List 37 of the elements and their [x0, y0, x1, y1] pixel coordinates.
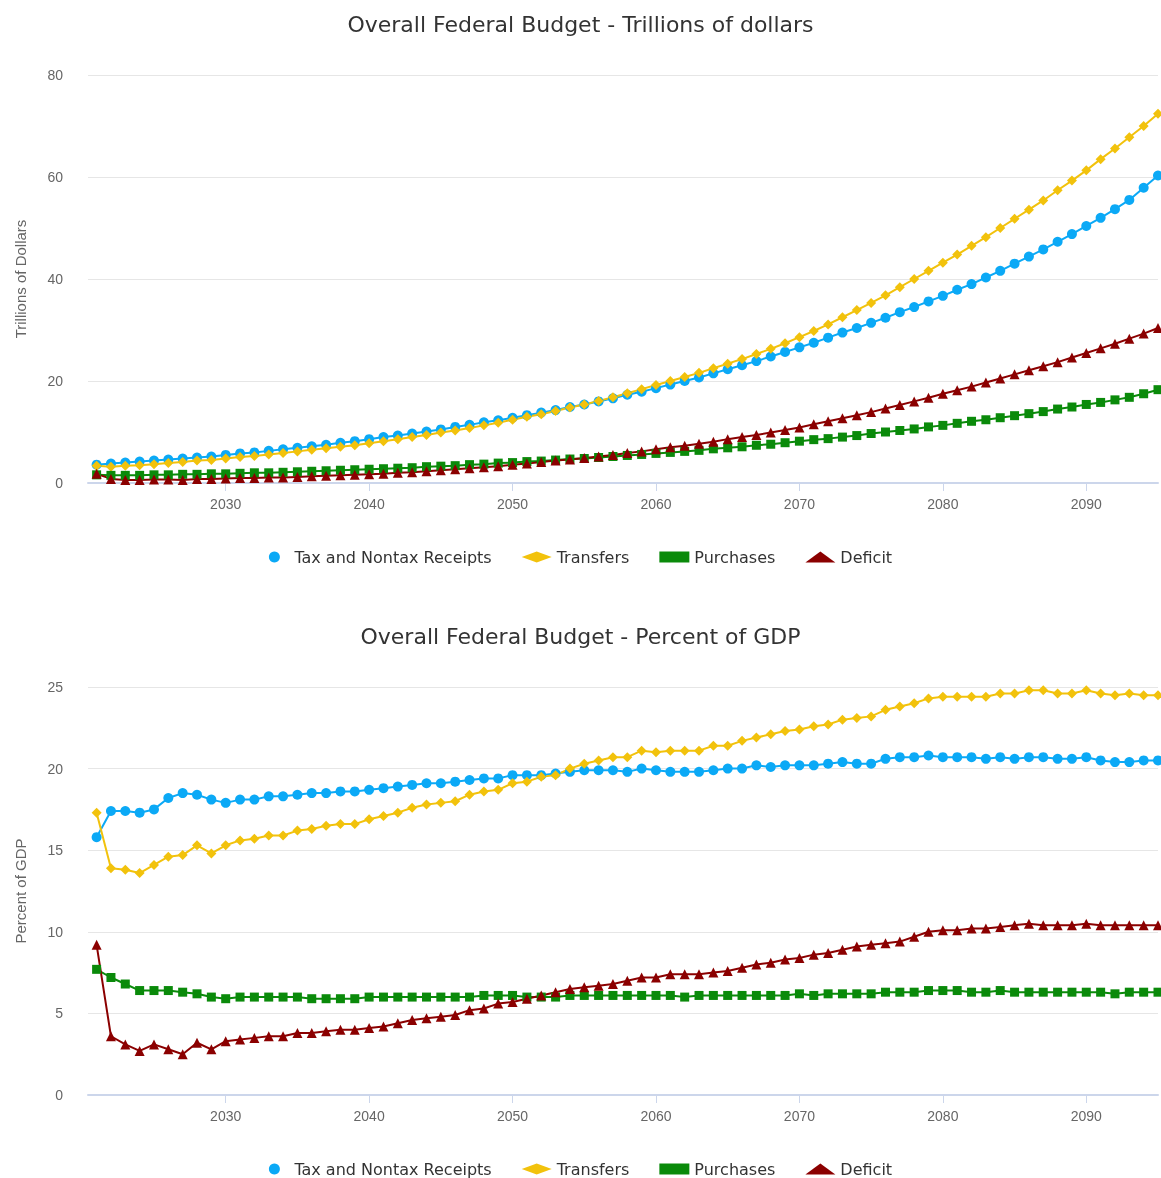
legend-label: Deficit [840, 547, 893, 567]
legend-label: Transfers [555, 547, 630, 567]
x-tick-label: 2070 [783, 496, 816, 512]
x-tick-label: 2090 [1070, 1108, 1103, 1124]
legend-label: Tax and Nontax Receipts [293, 547, 492, 567]
x-tick-label: 2030 [210, 1108, 242, 1124]
y-tick-label: 80 [47, 67, 64, 83]
x-tick-label: 2090 [1070, 496, 1103, 512]
legend-label: Purchases [694, 547, 776, 567]
x-tick-label: 2050 [496, 1108, 529, 1124]
x-tick-label: 2080 [927, 496, 959, 512]
legend-label: Transfers [555, 1159, 630, 1178]
chart-title: Overall Federal Budget - Trillions of dollars [347, 11, 814, 37]
x-tick-label: 2080 [927, 1108, 959, 1124]
x-tick-label: 2050 [496, 496, 529, 512]
y-tick-label: 20 [47, 760, 64, 777]
y-tick-label: 0 [55, 1087, 64, 1103]
x-tick-label: 2070 [783, 1108, 816, 1124]
legend-label: Deficit [840, 1159, 893, 1178]
y-tick-label: 60 [47, 169, 64, 185]
y-axis-title: Percent of GDP [12, 838, 29, 944]
y-tick-label: 5 [55, 1005, 64, 1022]
y-tick-label: 40 [47, 271, 64, 287]
chart-title: Overall Federal Budget - Percent of GDP [360, 623, 801, 649]
y-tick-label: 0 [55, 475, 64, 491]
y-tick-label: 10 [47, 923, 64, 940]
y-tick-label: 20 [47, 373, 64, 389]
y-tick-label: 15 [47, 842, 64, 859]
y-tick-label: 25 [47, 679, 64, 695]
x-tick-label: 2060 [640, 496, 672, 512]
legend-label: Tax and Nontax Receipts [293, 1159, 492, 1178]
y-axis-title: Trillions of Dollars [12, 219, 29, 339]
x-tick-label: 2040 [353, 496, 385, 512]
x-tick-label: 2030 [210, 496, 242, 512]
x-tick-label: 2060 [640, 1108, 672, 1124]
x-tick-label: 2040 [353, 1108, 385, 1124]
legend-label: Purchases [694, 1159, 776, 1178]
